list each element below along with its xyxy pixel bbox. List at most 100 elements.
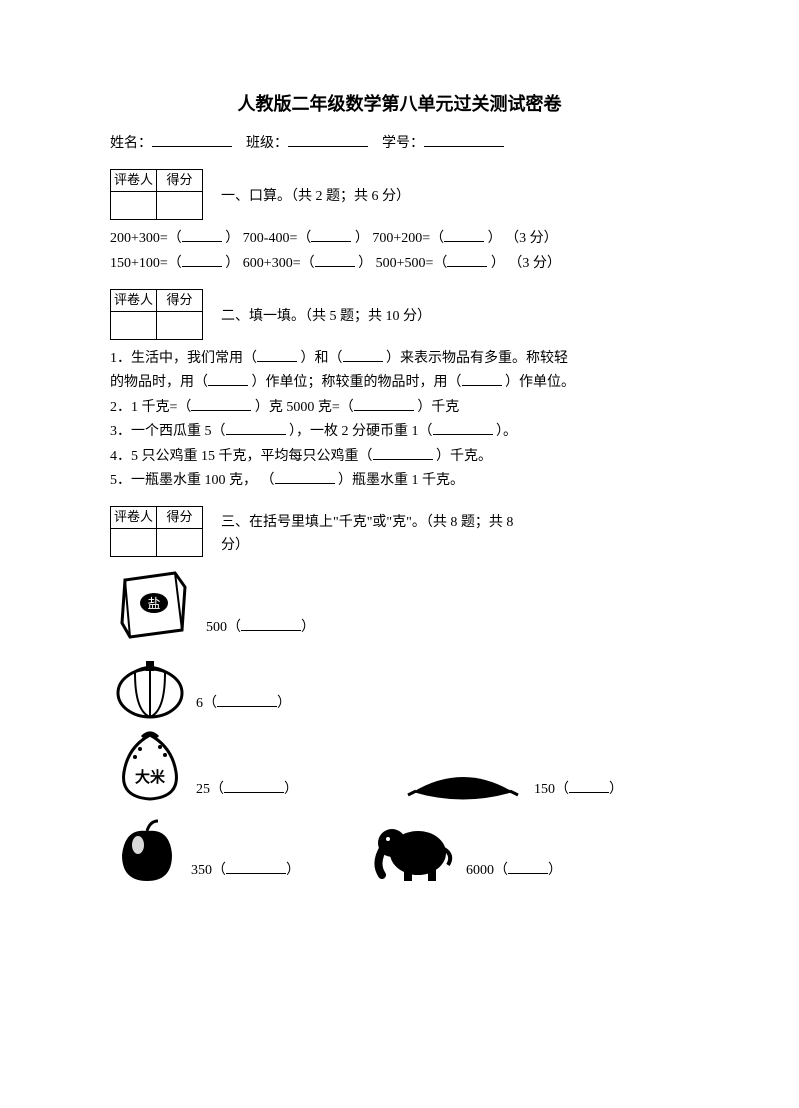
blank[interactable] bbox=[226, 860, 286, 874]
blank[interactable] bbox=[311, 228, 351, 242]
th-grader: 评卷人 bbox=[111, 170, 157, 192]
row-salt: 盐 500（ ） bbox=[110, 565, 689, 645]
blank[interactable] bbox=[373, 446, 433, 460]
txt: 150（ bbox=[534, 782, 569, 797]
txt: ），一枚 2 分硬币重 1（ bbox=[289, 424, 433, 439]
txt: 200+300=（ bbox=[110, 231, 182, 246]
txt: ）。 bbox=[496, 424, 517, 439]
salt-icon: 盐 bbox=[110, 565, 200, 645]
blank[interactable] bbox=[444, 228, 484, 242]
txt: ）克 5000 克=（ bbox=[255, 400, 354, 415]
txt: 5．一瓶墨水重 100 克， （ bbox=[110, 473, 275, 488]
apple-icon bbox=[110, 813, 185, 888]
row-pumpkin: 6（ ） bbox=[110, 651, 689, 721]
blank[interactable] bbox=[343, 348, 383, 362]
cell-grader[interactable] bbox=[111, 192, 157, 220]
txt: 350（ bbox=[191, 863, 226, 878]
txt: 分） bbox=[221, 538, 249, 553]
blank-class[interactable] bbox=[288, 133, 368, 147]
pumpkin-icon bbox=[110, 651, 190, 721]
blank[interactable] bbox=[508, 860, 548, 874]
blank-id[interactable] bbox=[424, 133, 504, 147]
th-grader: 评卷人 bbox=[111, 507, 157, 529]
q2-1b: 的物品时，用（ ）作单位；称较重的物品时，用（ ）作单位。 bbox=[110, 372, 689, 394]
txt: 6（ bbox=[196, 696, 217, 711]
label-name: 姓名： bbox=[110, 136, 152, 151]
section-1-title: 一、口算。（共 2 题；共 6 分） bbox=[221, 180, 410, 208]
txt: 的物品时，用（ bbox=[110, 375, 208, 390]
blank-name[interactable] bbox=[152, 133, 232, 147]
student-info: 姓名： 班级： 学号： bbox=[110, 133, 689, 155]
blank[interactable] bbox=[447, 253, 487, 267]
cell-score[interactable] bbox=[157, 529, 203, 557]
blank[interactable] bbox=[315, 253, 355, 267]
txt: ） （3 分） bbox=[491, 256, 561, 271]
txt: ）作单位；称较重的物品时，用（ bbox=[252, 375, 462, 390]
calc-row-2: 150+100=（ ） 600+300=（ ） 500+500=（ ） （3 分… bbox=[110, 253, 689, 275]
section-3-header: 评卷人得分 三、在括号里填上"千克"或"克"。（共 8 题；共 8 分） bbox=[110, 506, 689, 557]
blank[interactable] bbox=[226, 421, 286, 435]
rice-icon: 大米 bbox=[110, 727, 190, 807]
calc-row-1: 200+300=（ ） 700-400=（ ） 700+200=（ ） （3 分… bbox=[110, 228, 689, 250]
txt: ）来表示物品有多重。称较轻 bbox=[386, 351, 568, 366]
cell-grader[interactable] bbox=[111, 529, 157, 557]
cell-score[interactable] bbox=[157, 192, 203, 220]
blank[interactable] bbox=[191, 397, 251, 411]
txt: ）瓶墨水重 1 千克。 bbox=[338, 473, 464, 488]
blank[interactable] bbox=[182, 228, 222, 242]
q2-2: 2．1 千克=（ ）克 5000 克=（ ）千克 bbox=[110, 397, 689, 419]
section-3-title: 三、在括号里填上"千克"或"克"。（共 8 题；共 8 分） bbox=[221, 506, 513, 557]
blank[interactable] bbox=[224, 779, 284, 793]
svg-text:盐: 盐 bbox=[147, 596, 160, 611]
txt: ） 500+500=（ bbox=[358, 256, 447, 271]
txt: ）作单位。 bbox=[505, 375, 575, 390]
blank[interactable] bbox=[569, 779, 609, 793]
blank[interactable] bbox=[241, 617, 301, 631]
blank[interactable] bbox=[257, 348, 297, 362]
txt: 4．5 只公鸡重 15 千克，平均每只公鸡重（ bbox=[110, 449, 373, 464]
txt: ） 700-400=（ bbox=[225, 231, 311, 246]
cell-grader[interactable] bbox=[111, 311, 157, 339]
txt: 150+100=（ bbox=[110, 256, 182, 271]
blank[interactable] bbox=[462, 372, 502, 386]
th-grader: 评卷人 bbox=[111, 289, 157, 311]
row-rice-sausage: 大米 25（） 150（） bbox=[110, 727, 689, 807]
txt: ） bbox=[284, 782, 298, 797]
label-id: 学号： bbox=[382, 136, 424, 151]
section-2-header: 评卷人得分 二、填一填。（共 5 题；共 10 分） bbox=[110, 289, 689, 340]
txt: ） bbox=[286, 863, 300, 878]
txt: ）千克 bbox=[417, 400, 459, 415]
txt: 6000（ bbox=[466, 863, 508, 878]
th-score: 得分 bbox=[157, 507, 203, 529]
txt: 500（ bbox=[206, 620, 241, 635]
score-table-2: 评卷人得分 bbox=[110, 289, 203, 340]
blank[interactable] bbox=[217, 693, 277, 707]
txt: ）和（ bbox=[301, 351, 343, 366]
blank[interactable] bbox=[354, 397, 414, 411]
txt: ） bbox=[301, 620, 315, 635]
blank[interactable] bbox=[275, 470, 335, 484]
q2-3: 3．一个西瓜重 5（ ），一枚 2 分硬币重 1（ ）。 bbox=[110, 421, 689, 443]
section-2-title: 二、填一填。（共 5 题；共 10 分） bbox=[221, 300, 431, 328]
score-table-3: 评卷人得分 bbox=[110, 506, 203, 557]
sausage-icon bbox=[398, 757, 528, 807]
txt: ） bbox=[277, 696, 291, 711]
q2-5: 5．一瓶墨水重 100 克， （ ）瓶墨水重 1 千克。 bbox=[110, 470, 689, 492]
label-class: 班级： bbox=[246, 136, 288, 151]
txt: ） bbox=[609, 782, 623, 797]
blank[interactable] bbox=[182, 253, 222, 267]
txt: ） bbox=[548, 863, 562, 878]
page-title: 人教版二年级数学第八单元过关测试密卷 bbox=[110, 90, 689, 119]
blank[interactable] bbox=[208, 372, 248, 386]
score-table-1: 评卷人得分 bbox=[110, 169, 203, 220]
txt: 1．生活中，我们常用（ bbox=[110, 351, 257, 366]
section-1-header: 评卷人得分 一、口算。（共 2 题；共 6 分） bbox=[110, 169, 689, 220]
blank[interactable] bbox=[433, 421, 493, 435]
txt: ） （3 分） bbox=[488, 231, 558, 246]
txt: 三、在括号里填上"千克"或"克"。（共 8 题；共 8 bbox=[221, 515, 513, 530]
q2-1: 1．生活中，我们常用（ ）和（ ）来表示物品有多重。称较轻 bbox=[110, 348, 689, 370]
cell-score[interactable] bbox=[157, 311, 203, 339]
elephant-icon bbox=[370, 813, 460, 888]
txt: ） 600+300=（ bbox=[225, 256, 314, 271]
q2-4: 4．5 只公鸡重 15 千克，平均每只公鸡重（ ）千克。 bbox=[110, 446, 689, 468]
